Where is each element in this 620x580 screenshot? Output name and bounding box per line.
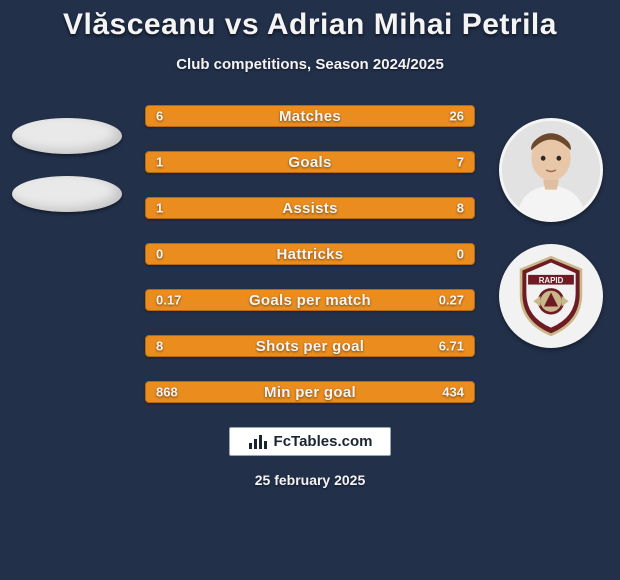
left-player-placeholder-1 [12,118,122,154]
right-player-avatar [499,118,603,222]
stat-row: 0 Hattricks 0 [145,243,475,265]
stat-label: Matches [279,108,341,125]
stat-left-value: 868 [156,385,178,400]
stat-right-value: 0 [457,247,464,262]
stat-right-value: 26 [450,109,464,124]
stat-left-value: 1 [156,155,163,170]
stat-row: 1 Assists 8 [145,197,475,219]
left-player-placeholder-2 [12,176,122,212]
club-logo-svg: RAPID [507,252,595,340]
fctables-label: FcTables.com [274,433,373,450]
content-root: Vlăsceanu vs Adrian Mihai Petrila Club c… [0,0,620,580]
page-title: Vlăsceanu vs Adrian Mihai Petrila [63,8,557,42]
fctables-badge[interactable]: FcTables.com [229,427,392,456]
stat-left-value: 0.17 [156,293,181,308]
stat-left-value: 8 [156,339,163,354]
avatar-illustration [502,121,600,219]
stat-label: Shots per goal [256,338,364,355]
right-player-column: RAPID [492,118,610,348]
stat-right-value: 6.71 [439,339,464,354]
stat-label: Min per goal [264,384,356,401]
stat-left-value: 0 [156,247,163,262]
stat-label: Assists [282,200,337,217]
stat-right-value: 434 [442,385,464,400]
page-subtitle: Club competitions, Season 2024/2025 [176,56,444,73]
stat-row: 8 Shots per goal 6.71 [145,335,475,357]
bars-icon [248,434,268,450]
stat-row: 1 Goals 7 [145,151,475,173]
stat-left-value: 1 [156,201,163,216]
stat-right-value: 0.27 [439,293,464,308]
right-player-club-logo: RAPID [499,244,603,348]
club-logo-text: RAPID [539,276,564,285]
stat-label: Goals [288,154,331,171]
date-label: 25 february 2025 [255,472,366,488]
stat-left-value: 6 [156,109,163,124]
left-player-column [8,118,126,212]
stat-row: 868 Min per goal 434 [145,381,475,403]
stat-row: 6 Matches 26 [145,105,475,127]
stat-row: 0.17 Goals per match 0.27 [145,289,475,311]
stat-right-value: 7 [457,155,464,170]
stat-label: Hattricks [277,246,344,263]
stat-right-value: 8 [457,201,464,216]
stat-label: Goals per match [249,292,371,309]
